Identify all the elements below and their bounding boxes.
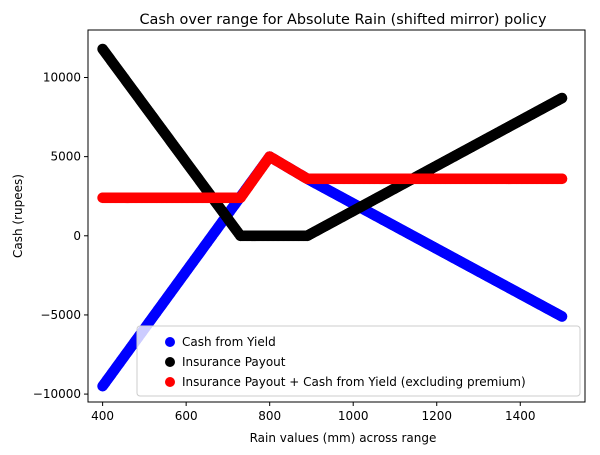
chart-title: Cash over range for Absolute Rain (shift…: [140, 12, 547, 28]
points-layer: [97, 43, 568, 392]
x-axis-label: Rain values (mm) across range: [250, 431, 437, 445]
data-point: [556, 311, 568, 322]
data-point: [556, 173, 568, 185]
legend-entry: Cash from Yield: [182, 335, 276, 349]
y-tick-label: 10000: [43, 70, 81, 84]
x-tick-label: 1400: [505, 409, 536, 423]
y-tick-label: 0: [73, 229, 81, 243]
y-tick-label: 5000: [50, 150, 81, 164]
x-tick-label: 800: [258, 409, 281, 423]
y-tick-label: −10000: [33, 387, 81, 401]
y-axis-label: Cash (rupees): [11, 174, 25, 258]
x-tick-label: 600: [175, 409, 198, 423]
legend-marker: [165, 357, 175, 367]
x-tick-label: 400: [91, 409, 114, 423]
legend-marker: [165, 377, 175, 387]
series-2: [97, 151, 568, 204]
x-tick-label: 1200: [421, 409, 452, 423]
legend-entry: Insurance Payout: [182, 355, 286, 369]
legend-entry: Insurance Payout + Cash from Yield (excl…: [182, 375, 526, 389]
legend-marker: [165, 337, 175, 347]
x-tick-label: 1000: [338, 409, 369, 423]
data-point: [556, 92, 568, 104]
x-axis-ticks: 400 600 800 1000 1200 1400: [91, 402, 536, 423]
series-1: [97, 43, 568, 242]
y-axis-ticks: −10000 −5000 0 5000 10000: [33, 70, 88, 401]
legend: Cash from Yield Insurance Payout Insurance…: [136, 325, 581, 397]
y-tick-label: −5000: [40, 308, 81, 322]
plot-frame: [87, 29, 586, 403]
legend-box: [136, 325, 581, 397]
